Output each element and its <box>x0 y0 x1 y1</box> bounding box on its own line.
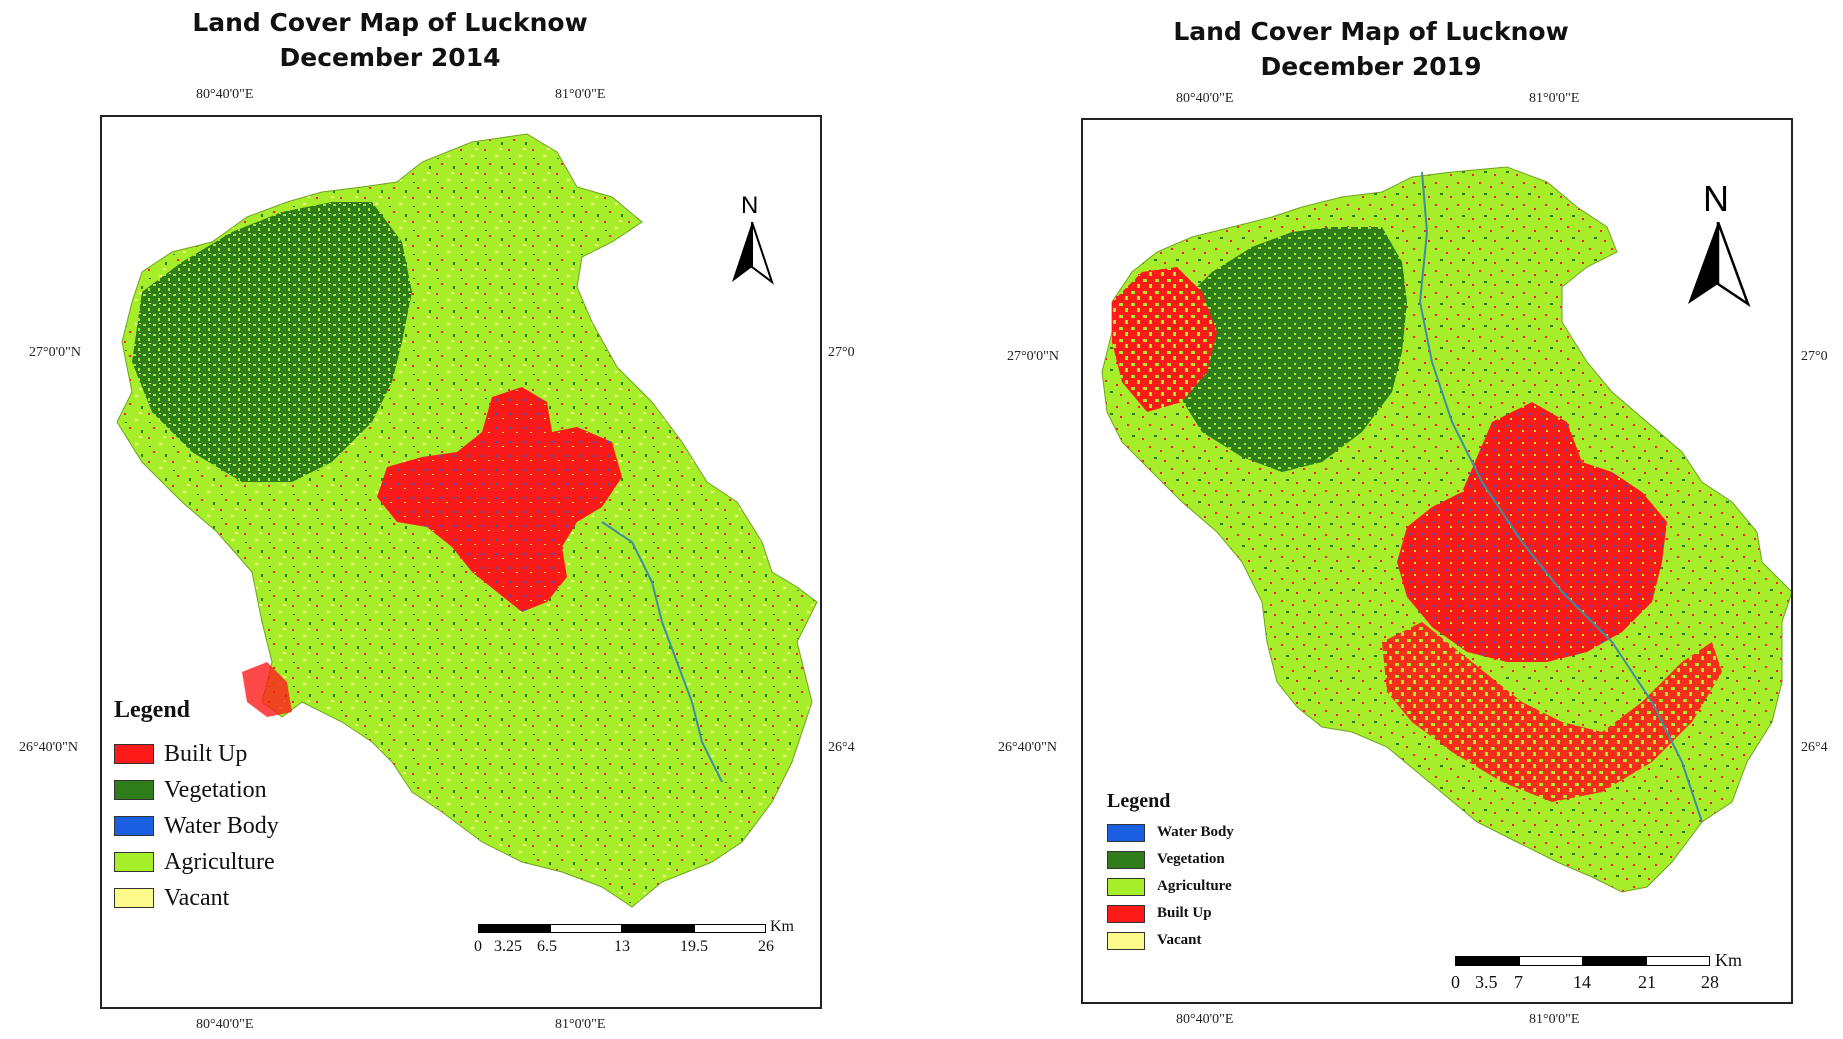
north-arrow-icon: N <box>727 192 777 302</box>
builtup-spread <box>1382 622 1722 802</box>
map-frame: Legend Built Up Vegetation Water Body Ag… <box>100 115 822 1009</box>
legend-item: Agriculture <box>114 844 279 880</box>
legend-label: Vacant <box>1157 932 1202 948</box>
scale-unit: Km <box>1715 950 1742 970</box>
scale-label: 13 <box>614 938 630 955</box>
legend-item: Vacant <box>1107 927 1234 954</box>
scale-unit: Km <box>770 918 794 935</box>
lat-label-right-bottom: 26°4 <box>1801 740 1828 755</box>
vegetation-zone <box>1172 227 1407 472</box>
lat-label-left-top: 27°0'0"N <box>1007 349 1059 364</box>
legend-label: Built Up <box>1157 905 1212 921</box>
lat-label-left-bottom: 26°40'0"N <box>19 740 78 755</box>
legend-label: Vegetation <box>1157 851 1225 867</box>
lat-label-right-bottom: 26°4 <box>828 740 855 755</box>
land-cover-map-2014 <box>116 133 818 908</box>
legend-swatch-built-up <box>1107 904 1145 923</box>
legend-swatch-agriculture <box>114 852 154 872</box>
map-title-line2: December 2014 <box>279 43 501 72</box>
north-label: N <box>741 192 759 219</box>
lon-label-top-left: 80°40'0"E <box>196 87 254 102</box>
builtup-core <box>1397 402 1667 662</box>
scale-label: 7 <box>1514 972 1523 992</box>
map-title: Land Cover Map of Lucknow December 2019 <box>1111 14 1631 84</box>
lon-label-top-right: 81°0'0"E <box>1529 91 1580 106</box>
legend-label: Built Up <box>164 740 248 767</box>
map-title: Land Cover Map of Lucknow December 2014 <box>130 5 650 75</box>
legend-item: Vegetation <box>114 772 279 808</box>
scale-bar: 0 3.25 6.5 13 19.5 26 Km <box>474 918 794 964</box>
north-arrow-icon: N <box>1683 178 1753 318</box>
lon-label-top-left: 80°40'0"E <box>1176 91 1234 106</box>
legend-item: Vacant <box>114 880 279 916</box>
legend-label: Vegetation <box>164 776 267 803</box>
river <box>1418 171 1703 823</box>
scale-label: 3.25 <box>494 938 522 955</box>
legend-item: Water Body <box>1107 819 1234 846</box>
north-label: N <box>1703 178 1729 219</box>
legend: Legend Built Up Vegetation Water Body Ag… <box>114 697 279 916</box>
river <box>601 521 723 783</box>
lat-label-left-top: 27°0'0"N <box>29 345 81 360</box>
legend: Legend Water Body Vegetation Agriculture… <box>1107 790 1234 954</box>
legend-label: Water Body <box>164 812 279 839</box>
legend-title: Legend <box>1107 790 1171 812</box>
scale-label: 19.5 <box>680 938 708 955</box>
scale-label: 0 <box>474 938 482 955</box>
map-title-line2: December 2019 <box>1260 52 1482 81</box>
legend-swatch-water-body <box>1107 823 1145 842</box>
map-title-line1: Land Cover Map of Lucknow <box>192 8 588 37</box>
legend-item: Vegetation <box>1107 846 1234 873</box>
legend-swatch-agriculture <box>1107 877 1145 896</box>
legend-label: Vacant <box>164 884 230 911</box>
legend-item: Built Up <box>1107 900 1234 927</box>
lat-label-left-bottom: 26°40'0"N <box>998 740 1057 755</box>
scale-bar: 0 3.5 7 14 21 28 Km <box>1451 950 1775 996</box>
lat-label-right-top: 27°0 <box>828 345 855 360</box>
lon-label-top-right: 81°0'0"E <box>555 87 606 102</box>
legend-title: Legend <box>114 697 191 723</box>
scale-label: 14 <box>1573 972 1591 992</box>
legend-swatch-water-body <box>114 816 154 836</box>
lat-label-right-top: 27°0 <box>1801 349 1828 364</box>
lon-label-bottom-right: 81°0'0"E <box>1529 1012 1580 1027</box>
vegetation-zone <box>132 202 412 482</box>
legend-label: Agriculture <box>1157 878 1232 894</box>
legend-label: Agriculture <box>164 848 275 875</box>
legend-swatch-vacant <box>1107 931 1145 950</box>
lon-label-bottom-right: 81°0'0"E <box>555 1017 606 1032</box>
map-title-line1: Land Cover Map of Lucknow <box>1173 17 1569 46</box>
builtup-northwest <box>1112 267 1217 412</box>
builtup-southwest <box>242 662 292 717</box>
legend-swatch-vegetation <box>114 780 154 800</box>
map-panel-2019: Land Cover Map of Lucknow December 2019 … <box>921 0 1843 1039</box>
legend-swatch-built-up <box>114 744 154 764</box>
legend-swatch-vacant <box>114 888 154 908</box>
builtup-core <box>377 387 622 612</box>
legend-item: Agriculture <box>1107 873 1234 900</box>
scale-label: 26 <box>758 938 774 955</box>
scale-label: 21 <box>1638 972 1656 992</box>
lon-label-bottom-left: 80°40'0"E <box>1176 1012 1234 1027</box>
land-cover-map-2019 <box>1101 166 1791 893</box>
legend-swatch-vegetation <box>1107 850 1145 869</box>
scale-label: 3.5 <box>1475 972 1498 992</box>
lon-label-bottom-left: 80°40'0"E <box>196 1017 254 1032</box>
scale-label: 0 <box>1451 972 1460 992</box>
map-frame: Legend Water Body Vegetation Agriculture… <box>1081 118 1793 1004</box>
map-panel-2014: Land Cover Map of Lucknow December 2014 … <box>0 0 921 1039</box>
scale-label: 6.5 <box>537 938 557 955</box>
legend-label: Water Body <box>1157 824 1234 840</box>
scale-label: 28 <box>1701 972 1719 992</box>
legend-item: Water Body <box>114 808 279 844</box>
legend-item: Built Up <box>114 736 279 772</box>
